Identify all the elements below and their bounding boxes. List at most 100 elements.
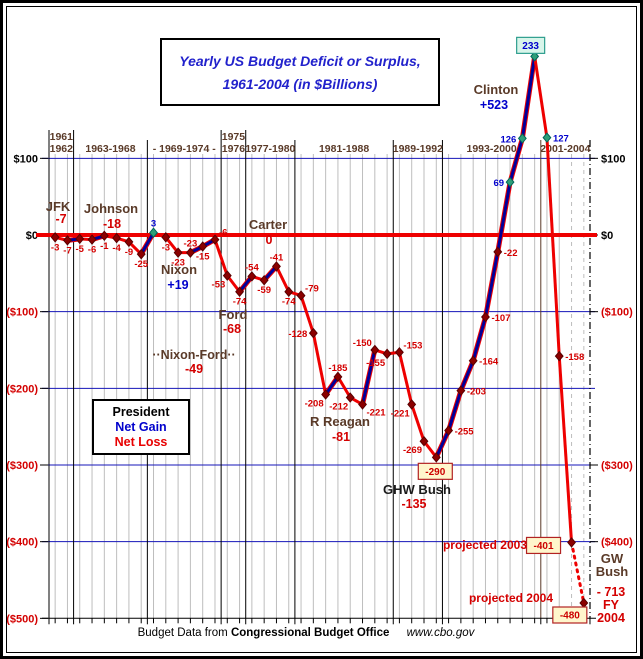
data-point-1983 bbox=[321, 389, 331, 400]
svg-text:-158: -158 bbox=[565, 352, 584, 363]
data-point-1976 bbox=[235, 286, 245, 298]
svg-text:$0: $0 bbox=[26, 230, 38, 242]
footer-prefix: Budget Data from bbox=[137, 627, 228, 639]
svg-text:-208: -208 bbox=[305, 398, 324, 409]
svg-text:-25: -25 bbox=[134, 259, 148, 270]
data-point-1965 bbox=[99, 230, 109, 242]
year-gridlines bbox=[54, 154, 585, 619]
svg-text:($100): ($100) bbox=[6, 307, 38, 319]
svg-text:-81: -81 bbox=[332, 430, 350, 444]
svg-text:($300): ($300) bbox=[6, 460, 38, 472]
svg-text:Clinton: Clinton bbox=[474, 82, 519, 97]
svg-text:-41: -41 bbox=[270, 252, 284, 263]
svg-text:-3: -3 bbox=[162, 242, 170, 253]
svg-text:-7: -7 bbox=[63, 245, 71, 256]
legend-net-gain-label: Net Gain bbox=[115, 420, 167, 434]
data-point-1978 bbox=[259, 274, 269, 286]
data-point-1970 bbox=[161, 232, 171, 243]
svg-text:-401: -401 bbox=[534, 541, 554, 552]
svg-text:-18: -18 bbox=[103, 217, 121, 231]
svg-text:GW: GW bbox=[601, 551, 624, 566]
svg-text:$0: $0 bbox=[601, 230, 613, 242]
svg-text:Ford: Ford bbox=[219, 307, 248, 322]
svg-text:-153: -153 bbox=[403, 340, 422, 351]
svg-text:($500): ($500) bbox=[6, 613, 38, 625]
chart-title-box: Yearly US Budget Deficit or Surplus, 196… bbox=[160, 38, 440, 106]
data-point-1994 bbox=[456, 385, 466, 396]
boxed-value-2000 bbox=[516, 36, 546, 54]
data-point-2003 bbox=[567, 537, 576, 548]
svg-text:($300): ($300) bbox=[601, 460, 633, 472]
svg-text:projected 2004: projected 2004 bbox=[469, 591, 553, 605]
data-point-1989 bbox=[394, 347, 404, 358]
data-point-2002 bbox=[554, 350, 564, 362]
y-axis-labels: $100 $0 ($100) ($200) ($300) ($400) ($500) $100… bbox=[6, 153, 633, 625]
data-point-1973 bbox=[198, 241, 208, 252]
svg-text:3: 3 bbox=[151, 219, 156, 230]
svg-text:1963-1968: 1963-1968 bbox=[85, 143, 135, 155]
svg-text:1981-1988: 1981-1988 bbox=[319, 143, 369, 155]
boxed-value-1992 bbox=[417, 462, 453, 480]
svg-text:1975: 1975 bbox=[222, 131, 246, 143]
svg-text:-155: -155 bbox=[366, 358, 386, 369]
svg-text:-74: -74 bbox=[282, 297, 296, 308]
svg-text:-480: -480 bbox=[560, 611, 580, 622]
svg-text:R Reagan: R Reagan bbox=[310, 414, 370, 429]
svg-text:- 713: - 713 bbox=[597, 585, 626, 599]
svg-text:FY: FY bbox=[603, 598, 620, 612]
chart-title-line1: Yearly US Budget Deficit or Surplus, bbox=[179, 52, 421, 69]
data-point-2004 bbox=[579, 597, 589, 609]
svg-text:-74: -74 bbox=[233, 297, 247, 308]
data-point-1980 bbox=[284, 286, 294, 298]
data-point-1987 bbox=[370, 344, 380, 356]
legend-president-label: President bbox=[112, 405, 170, 419]
svg-text:-68: -68 bbox=[223, 322, 241, 336]
footer-cbo-label: Congressional Budget Office bbox=[230, 627, 390, 639]
x-axis bbox=[42, 617, 596, 625]
svg-text:($400): ($400) bbox=[601, 537, 633, 549]
svg-text:-59: -59 bbox=[257, 285, 271, 296]
data-point-1977 bbox=[247, 271, 257, 282]
svg-text:-22: -22 bbox=[504, 248, 518, 259]
data-point-1975 bbox=[222, 270, 232, 281]
svg-text:$100: $100 bbox=[601, 153, 625, 165]
svg-text:1976: 1976 bbox=[222, 143, 246, 155]
svg-text:··Nixon-Ford··: ··Nixon-Ford·· bbox=[152, 348, 235, 362]
footer-url: www.cbo.gov bbox=[406, 627, 475, 639]
data-point-1998 bbox=[505, 176, 515, 188]
svg-text:-107: -107 bbox=[491, 313, 510, 324]
svg-text:+523: +523 bbox=[480, 98, 508, 112]
svg-text:0: 0 bbox=[266, 233, 273, 247]
svg-text:-203: -203 bbox=[467, 387, 486, 398]
svg-text:- 1969-1974 -: - 1969-1974 - bbox=[153, 143, 217, 155]
svg-text:-221: -221 bbox=[391, 408, 411, 419]
svg-text:JFK: JFK bbox=[46, 199, 71, 214]
svg-text:69: 69 bbox=[493, 178, 504, 189]
annotations: JFK-7Johnson-18Nixon+19Carter0Ford-68··N… bbox=[46, 82, 629, 625]
data-point-1972 bbox=[185, 247, 195, 258]
svg-text:$100: $100 bbox=[14, 153, 38, 165]
svg-text:Carter: Carter bbox=[249, 217, 287, 232]
svg-text:-6: -6 bbox=[219, 228, 227, 239]
svg-text:1977-1980: 1977-1980 bbox=[245, 143, 295, 155]
legend-net-loss-label: Net Loss bbox=[114, 435, 168, 449]
era-boundary-lines bbox=[48, 130, 591, 619]
data-point-2000 bbox=[530, 51, 540, 62]
svg-text:-23: -23 bbox=[184, 239, 198, 250]
data-point-1990 bbox=[407, 399, 417, 410]
data-point-1982 bbox=[308, 327, 318, 339]
svg-text:-1: -1 bbox=[100, 241, 109, 252]
svg-text:1962: 1962 bbox=[50, 143, 74, 155]
svg-text:-185: -185 bbox=[328, 363, 348, 374]
data-point-1984 bbox=[333, 371, 343, 383]
svg-text:GHW Bush: GHW Bush bbox=[383, 482, 451, 497]
svg-text:-5: -5 bbox=[76, 244, 85, 255]
svg-text:($200): ($200) bbox=[6, 383, 38, 395]
svg-text:-221: -221 bbox=[367, 407, 387, 418]
data-point-1969 bbox=[149, 227, 158, 238]
chart-title-line2: 1961-2004 (in $Billions) bbox=[222, 75, 378, 92]
data-points bbox=[50, 51, 589, 609]
svg-text:1961: 1961 bbox=[50, 131, 74, 143]
data-point-1962 bbox=[62, 235, 72, 246]
svg-text:-49: -49 bbox=[185, 362, 203, 376]
